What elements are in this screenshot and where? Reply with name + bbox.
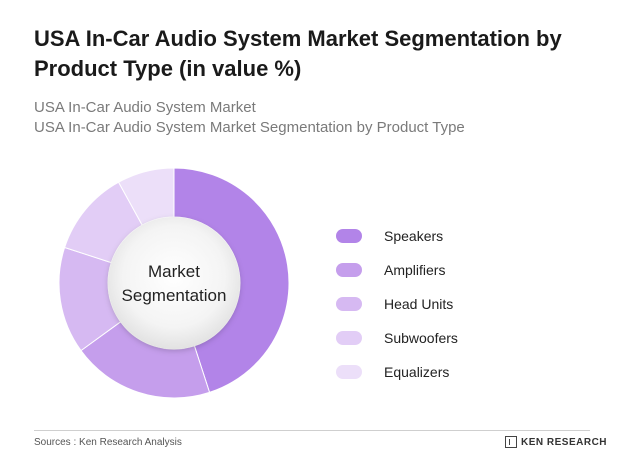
- chart-title: USA In-Car Audio System Market Segmentat…: [34, 26, 562, 81]
- chart-subtitle: USA In-Car Audio System Market: [34, 99, 256, 116]
- legend: Speakers Amplifiers Head Units Subwoofer…: [336, 219, 576, 389]
- legend-swatch: [336, 297, 362, 311]
- brand-logo: KEN RESEARCH: [505, 436, 607, 448]
- brand-name: KEN RESEARCH: [521, 436, 608, 448]
- chart-subtitle-secondary: USA In-Car Audio System Market Segmentat…: [34, 119, 465, 136]
- center-label-line2: Segmentation: [122, 286, 227, 305]
- legend-swatch: [336, 365, 362, 379]
- legend-label: Subwoofers: [384, 330, 458, 346]
- center-label-line1: Market: [148, 262, 200, 281]
- legend-item: Speakers: [336, 219, 576, 253]
- legend-swatch: [336, 331, 362, 345]
- legend-item: Head Units: [336, 287, 576, 321]
- legend-label: Amplifiers: [384, 262, 446, 278]
- legend-label: Equalizers: [384, 364, 450, 380]
- source-note: Sources : Ken Research Analysis: [34, 437, 182, 448]
- legend-swatch: [336, 229, 362, 243]
- brand-icon: [505, 436, 517, 448]
- footer-divider: [34, 430, 590, 431]
- donut-center: [108, 217, 240, 349]
- legend-label: Speakers: [384, 228, 444, 244]
- legend-item: Amplifiers: [336, 253, 576, 287]
- legend-item: Equalizers: [336, 355, 576, 389]
- legend-item: Subwoofers: [336, 321, 576, 355]
- legend-label: Head Units: [384, 296, 454, 312]
- legend-swatch: [336, 263, 362, 277]
